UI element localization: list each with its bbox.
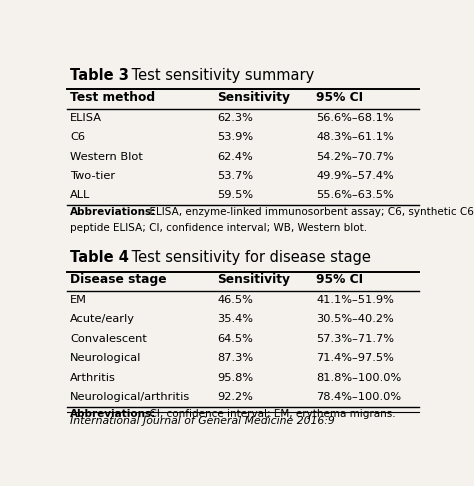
- Text: Western Blot: Western Blot: [70, 152, 143, 161]
- Text: Abbreviations:: Abbreviations:: [70, 207, 156, 217]
- Text: ELISA: ELISA: [70, 113, 102, 122]
- Text: Neurological/arthritis: Neurological/arthritis: [70, 392, 191, 402]
- Text: 30.5%–40.2%: 30.5%–40.2%: [316, 314, 394, 324]
- Text: ALL: ALL: [70, 191, 91, 200]
- Text: Disease stage: Disease stage: [70, 274, 167, 286]
- Text: ELISA, enzyme-linked immunosorbent assay; C6, synthetic C6: ELISA, enzyme-linked immunosorbent assay…: [143, 207, 474, 217]
- Text: Abbreviations:: Abbreviations:: [70, 409, 156, 418]
- Text: Acute/early: Acute/early: [70, 314, 135, 324]
- Text: 54.2%–70.7%: 54.2%–70.7%: [316, 152, 394, 161]
- Text: 62.4%: 62.4%: [217, 152, 253, 161]
- Text: 49.9%–57.4%: 49.9%–57.4%: [316, 171, 394, 181]
- Text: Two-tier: Two-tier: [70, 171, 115, 181]
- Text: International Journal of General Medicine 2016:9: International Journal of General Medicin…: [70, 416, 335, 426]
- Text: Convalescent: Convalescent: [70, 334, 147, 344]
- Text: Sensitivity: Sensitivity: [217, 274, 290, 286]
- Text: 81.8%–100.0%: 81.8%–100.0%: [316, 373, 401, 382]
- Text: Test method: Test method: [70, 91, 155, 104]
- Text: Test sensitivity for disease stage: Test sensitivity for disease stage: [127, 250, 371, 265]
- Text: Neurological: Neurological: [70, 353, 142, 363]
- Text: 62.3%: 62.3%: [217, 113, 253, 122]
- Text: 95% CI: 95% CI: [316, 91, 364, 104]
- Text: Table 4: Table 4: [70, 250, 129, 265]
- Text: Test sensitivity summary: Test sensitivity summary: [127, 68, 314, 83]
- Text: 55.6%–63.5%: 55.6%–63.5%: [316, 191, 394, 200]
- Text: EM: EM: [70, 295, 87, 305]
- Text: Sensitivity: Sensitivity: [217, 91, 290, 104]
- Text: 92.2%: 92.2%: [217, 392, 253, 402]
- Text: 46.5%: 46.5%: [217, 295, 253, 305]
- Text: 57.3%–71.7%: 57.3%–71.7%: [316, 334, 394, 344]
- Text: 71.4%–97.5%: 71.4%–97.5%: [316, 353, 394, 363]
- Text: C6: C6: [70, 132, 85, 142]
- Text: 59.5%: 59.5%: [217, 191, 253, 200]
- Text: 78.4%–100.0%: 78.4%–100.0%: [316, 392, 401, 402]
- Text: 53.7%: 53.7%: [217, 171, 253, 181]
- Text: 53.9%: 53.9%: [217, 132, 253, 142]
- Text: Arthritis: Arthritis: [70, 373, 116, 382]
- Text: 56.6%–68.1%: 56.6%–68.1%: [316, 113, 394, 122]
- Text: 48.3%–61.1%: 48.3%–61.1%: [316, 132, 394, 142]
- Text: 64.5%: 64.5%: [217, 334, 253, 344]
- Text: peptide ELISA; CI, confidence interval; WB, Western blot.: peptide ELISA; CI, confidence interval; …: [70, 223, 367, 233]
- Text: CI, confidence interval; EM, erythema migrans.: CI, confidence interval; EM, erythema mi…: [143, 409, 396, 418]
- Text: 95% CI: 95% CI: [316, 274, 364, 286]
- Text: Table 3: Table 3: [70, 68, 129, 83]
- Text: 41.1%–51.9%: 41.1%–51.9%: [316, 295, 394, 305]
- Text: 87.3%: 87.3%: [217, 353, 253, 363]
- Text: 95.8%: 95.8%: [217, 373, 253, 382]
- Text: 35.4%: 35.4%: [217, 314, 253, 324]
